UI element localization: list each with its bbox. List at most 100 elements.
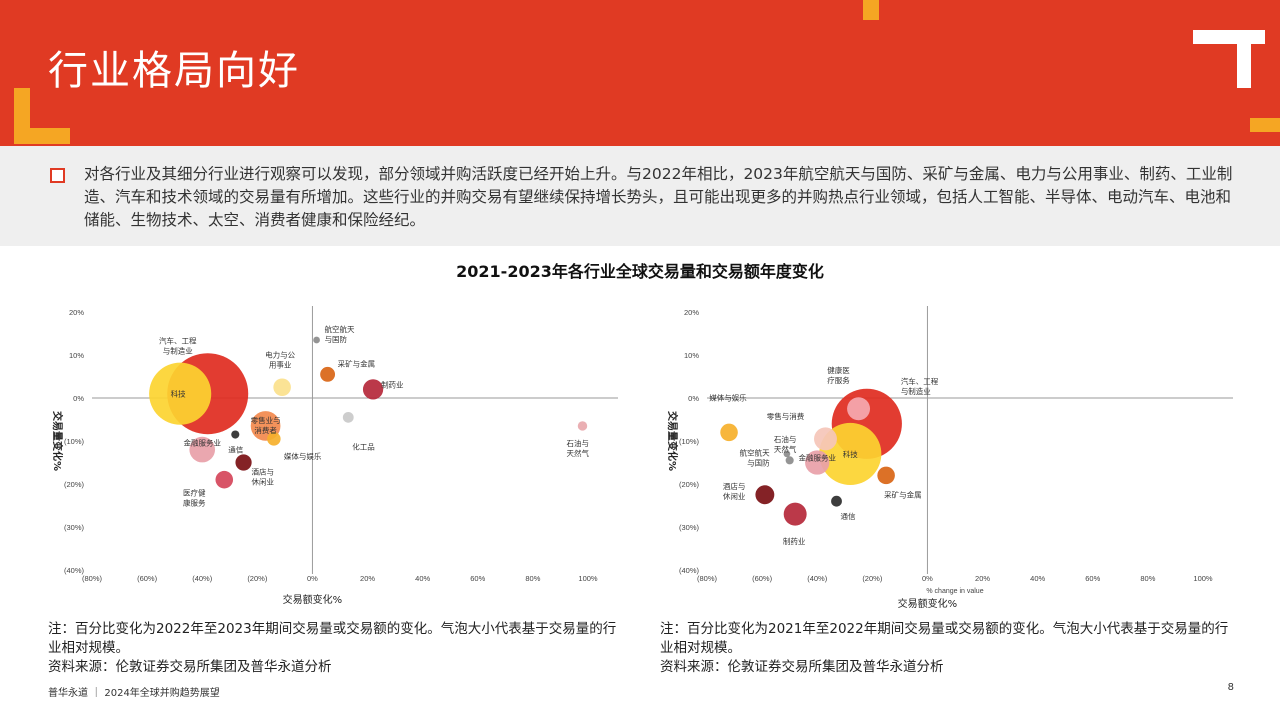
bubble bbox=[783, 450, 791, 458]
y-tick-label: (20%) bbox=[679, 480, 700, 489]
y-tick-label: 20% bbox=[684, 308, 699, 317]
y-tick-label: 10% bbox=[69, 351, 84, 360]
deco-top-orange bbox=[863, 0, 879, 20]
chart-title: 2021-2023年各行业全球交易量和交易额年度变化 bbox=[456, 262, 824, 281]
bubble-label: 采矿与金属 bbox=[338, 358, 376, 368]
page-number: 8 bbox=[1227, 682, 1234, 693]
x-tick-label: 100% bbox=[578, 574, 598, 583]
x-tick-label: (40%) bbox=[192, 574, 213, 583]
x-tick-label: 80% bbox=[525, 574, 540, 583]
bubble-label: 汽车、工程与制造业 bbox=[159, 336, 197, 356]
y-tick-label: (40%) bbox=[64, 566, 85, 575]
y-tick-label: (10%) bbox=[679, 437, 700, 446]
y-tick-label: 0% bbox=[73, 394, 84, 403]
bubble bbox=[755, 485, 775, 505]
bubble-label: 零售业与消费者 bbox=[251, 415, 281, 435]
bubble bbox=[362, 379, 384, 400]
y-axis-title: 交易量变化% bbox=[666, 411, 679, 471]
bubble-label: 化工品 bbox=[352, 441, 375, 451]
y-axis-title: 交易量变化% bbox=[51, 411, 64, 471]
bubble-label: 医疗健康服务 bbox=[183, 488, 206, 508]
x-tick-label: (60%) bbox=[752, 574, 773, 583]
bubble-label: 通信 bbox=[841, 511, 856, 521]
bubble bbox=[320, 366, 336, 382]
y-tick-label: (40%) bbox=[679, 566, 700, 575]
x-tick-label: 80% bbox=[1140, 574, 1155, 583]
bubble-label: 科技 bbox=[171, 389, 186, 399]
bubble bbox=[805, 450, 830, 475]
x-axis-title: 交易额变化% bbox=[283, 593, 343, 606]
x-tick-label: (40%) bbox=[807, 574, 828, 583]
bubble-label: 金融服务业 bbox=[798, 453, 836, 463]
x-tick-label: (60%) bbox=[137, 574, 158, 583]
bubble bbox=[342, 411, 354, 423]
bubble bbox=[720, 423, 738, 442]
x-tick-label: 100% bbox=[1193, 574, 1213, 583]
bubble bbox=[577, 421, 588, 431]
bubble bbox=[877, 466, 895, 485]
header-banner: 行业格局向好 bbox=[0, 0, 1280, 160]
bubble bbox=[831, 495, 842, 507]
bubble-label: 采矿与金属 bbox=[884, 489, 922, 499]
y-tick-label: 0% bbox=[688, 394, 699, 403]
x-tick-label: 40% bbox=[1030, 574, 1045, 583]
source-left: 资料来源：伦敦证券交易所集团及普华永道分析 bbox=[48, 659, 332, 675]
bubble-chart-2023: (80%) (60%) (40%) (20%) 0% 20% 40% 60% 80% 100% 20… bbox=[51, 306, 618, 606]
bubble-label: 石油与天然气 bbox=[566, 438, 589, 458]
bubble-label: 航空航天与国防 bbox=[325, 324, 355, 344]
bubble bbox=[785, 456, 794, 465]
x-tick-label: 0% bbox=[922, 574, 933, 583]
bubble-label: 汽车、工程与制造业 bbox=[901, 376, 939, 396]
source-right: 资料来源：伦敦证券交易所集团及普华永道分析 bbox=[660, 659, 944, 675]
deco-corner-bar-left bbox=[14, 128, 70, 144]
y-tick-label: (10%) bbox=[64, 437, 85, 446]
x-tick-label: (20%) bbox=[247, 574, 268, 583]
chart-note-right: 注：百分比变化为2021年至2022年期间交易量或交易额的变化。气泡大小代表基于… bbox=[660, 620, 1240, 677]
bubble-label: 酒店与休闲业 bbox=[723, 481, 746, 501]
x-axis-title-en: % change in value bbox=[926, 588, 983, 595]
bubble bbox=[189, 436, 216, 463]
deco-white-bracket-v bbox=[1237, 30, 1251, 88]
intro-panel: 对各行业及其细分行业进行观察可以发现，部分领域并购活跃度已经开始上升。与2022… bbox=[0, 146, 1280, 246]
x-tick-label: (20%) bbox=[862, 574, 883, 583]
bubble-label: 健康医疗服务 bbox=[827, 365, 850, 385]
bubble-label: 科技 bbox=[843, 449, 858, 459]
bubble bbox=[783, 502, 807, 526]
x-tick-label: 20% bbox=[975, 574, 990, 583]
bubble-chart-2022: (80%) (60%) (40%) (20%) 0% 20% 40% 60% 80% 100% 20… bbox=[666, 306, 1233, 610]
bubble-label: 航空航天与国防 bbox=[740, 447, 770, 467]
x-axis-title: 交易额变化% bbox=[898, 597, 958, 610]
note-right-text: 注：百分比变化为2021年至2022年期间交易量或交易额的变化。气泡大小代表基于… bbox=[660, 621, 1229, 656]
x-tick-label: 60% bbox=[470, 574, 485, 583]
bubble bbox=[235, 454, 252, 471]
bubble-label: 电力与公用事业 bbox=[265, 349, 295, 369]
bubble bbox=[267, 432, 281, 446]
page-title: 行业格局向好 bbox=[48, 48, 300, 94]
deco-white-bracket-h bbox=[1193, 30, 1265, 44]
y-tick-label: (20%) bbox=[64, 480, 85, 489]
bubble-label: 媒体与娱乐 bbox=[284, 451, 322, 461]
y-tick-label: 20% bbox=[69, 308, 84, 317]
bubble-label: 通信 bbox=[228, 445, 243, 455]
y-tick-label: 10% bbox=[684, 351, 699, 360]
bubble bbox=[814, 427, 837, 451]
x-tick-label: 60% bbox=[1085, 574, 1100, 583]
chart-note-left: 注：百分比变化为2022年至2023年期间交易量或交易额的变化。气泡大小代表基于… bbox=[48, 620, 628, 677]
bubble-label: 石油与天然气 bbox=[774, 434, 797, 454]
x-tick-label: (80%) bbox=[82, 574, 103, 583]
x-tick-label: 20% bbox=[360, 574, 375, 583]
bubble bbox=[231, 430, 240, 439]
bubble-label: 制药业 bbox=[783, 536, 806, 546]
bubble bbox=[215, 470, 234, 489]
bubble-label: 金融服务业 bbox=[183, 438, 221, 448]
bubble bbox=[149, 362, 212, 425]
intro-text: 对各行业及其细分行业进行观察可以发现，部分领域并购活跃度已经开始上升。与2022… bbox=[84, 165, 1233, 229]
bubble-label: 零售与消费 bbox=[767, 411, 805, 421]
note-left-text: 注：百分比变化为2022年至2023年期间交易量或交易额的变化。气泡大小代表基于… bbox=[48, 621, 617, 656]
x-tick-label: (80%) bbox=[697, 574, 718, 583]
bubble bbox=[273, 378, 291, 397]
bubble-label: 制药业 bbox=[381, 379, 404, 389]
x-tick-label: 40% bbox=[415, 574, 430, 583]
footer-text: 普华永道 ｜ 2024年全球并购趋势展望 bbox=[48, 688, 220, 699]
bubble bbox=[313, 336, 320, 344]
